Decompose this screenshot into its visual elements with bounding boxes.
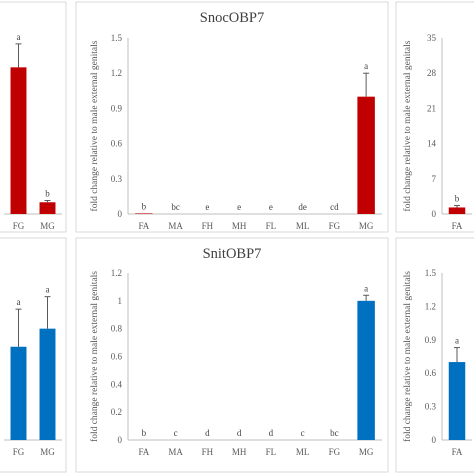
chart-bottom-left-frame (0, 237, 67, 473)
chart-top-left-category-FG: FG (13, 221, 25, 231)
chart-top-middle-category-MH: MH (232, 221, 247, 231)
chart-top-right-frame (395, 1, 474, 233)
chart-bottom-middle-sig-MG: a (364, 283, 368, 293)
chart-bottom-right-ytick-5: 1.5 (425, 268, 437, 278)
chart-bottom-right-category-FA: FA (452, 447, 463, 457)
chart-bottom-middle-ytick-0: 0 (118, 435, 123, 445)
chart-top-right-category-FA: FA (452, 221, 463, 231)
chart-top-middle-category-FA: FA (138, 221, 149, 231)
chart-bottom-middle-frame (75, 237, 389, 473)
chart-top-middle-sig-FL: e (269, 202, 273, 212)
chart-top-middle-category-MA: MA (168, 221, 183, 231)
chart-bottom-left-category-MG: MG (40, 447, 55, 457)
chart-bottom-right-ytick-4: 1.2 (425, 301, 436, 311)
chart-bottom-left-category-FG: FG (13, 447, 25, 457)
chart-bottom-middle-ytick-5: 1 (118, 296, 123, 306)
chart-bottom-middle-title: SnitOBP7 (203, 246, 262, 262)
chart-top-middle-frame (75, 1, 389, 233)
chart-top-middle-category-FH: FH (202, 221, 214, 231)
chart-bottom-middle-sig-FA: b (142, 428, 147, 438)
chart-bottom-right-frame (395, 237, 474, 473)
chart-top-middle-sig-FG: cd (330, 202, 339, 212)
chart-bottom-middle-category-ML: ML (296, 447, 310, 457)
chart-top-right-ytick-0: 0 (432, 209, 437, 219)
chart-bottom-right-bar-FA (448, 362, 466, 440)
chart-top-middle-sig-MH: e (237, 202, 241, 212)
chart-top-middle-ytick-5: 1.5 (111, 33, 123, 43)
chart-top-right-sig-FA: b (455, 193, 460, 203)
chart-bottom-right-sig-FA: a (455, 336, 459, 346)
chart-top-middle-ytick-1: 0.3 (111, 174, 123, 184)
chart-top-middle-ylabel: fold change relative to male external ge… (89, 40, 100, 211)
chart-bottom-middle-sig-FH: d (205, 428, 210, 438)
chart-top-middle-category-MG: MG (359, 221, 374, 231)
chart-bottom-left-sig-FG: a (17, 297, 21, 307)
chart-bottom-middle-ytick-4: 0.8 (111, 324, 123, 334)
chart-top-middle-sig-MG: a (364, 61, 368, 71)
chart-top-right-ytick-4: 28 (427, 68, 437, 78)
chart-top-middle-sig-MA: bc (171, 202, 180, 212)
chart-top-left-sig-FG: a (17, 32, 21, 42)
chart-bottom-middle-sig-FG: bc (330, 428, 339, 438)
chart-top-right-ylabel: fold change relative to male external ge… (402, 40, 413, 211)
chart-top-right-ytick-5: 35 (427, 33, 437, 43)
chart-bottom-middle-sig-MA: c (174, 428, 178, 438)
chart-bottom-middle-ytick-6: 1.2 (111, 268, 122, 278)
chart-top-middle-ytick-4: 1.2 (111, 68, 122, 78)
chart-top-left-sig-MG: b (45, 189, 50, 199)
chart-top-middle-category-ML: ML (296, 221, 310, 231)
chart-top-middle-title: SnocOBP7 (200, 10, 264, 26)
chart-top-left-category-MG: MG (40, 221, 55, 231)
chart-bottom-left-bar-FG (10, 346, 27, 440)
chart-top-middle-ytick-2: 0.6 (111, 139, 123, 149)
chart-bottom-middle-category-FL: FL (266, 447, 277, 457)
chart-top-right-ytick-2: 14 (427, 139, 437, 149)
chart-bottom-middle-sig-MH: d (237, 428, 242, 438)
chart-top-left-bar-FG (10, 67, 27, 214)
chart-bottom-left-sig-MG: a (46, 285, 50, 295)
chart-top-middle-category-FG: FG (329, 221, 341, 231)
chart-top-right-ytick-3: 21 (427, 103, 436, 113)
chart-top-middle-category-FL: FL (266, 221, 277, 231)
chart-bottom-left-bar-MG (39, 328, 56, 440)
chart-top-middle-bar-MG (357, 96, 375, 214)
chart-bottom-middle-category-FH: FH (202, 447, 214, 457)
chart-bottom-right-ytick-3: 0.9 (425, 335, 437, 345)
chart-bottom-middle-category-MG: MG (359, 447, 374, 457)
chart-bottom-middle-category-FG: FG (329, 447, 341, 457)
chart-bottom-middle-sig-FL: d (269, 428, 274, 438)
chart-bottom-right-ytick-0: 0 (432, 435, 437, 445)
chart-bottom-right-ytick-2: 0.6 (425, 368, 437, 378)
chart-bottom-middle-ytick-2: 0.4 (111, 379, 123, 389)
chart-top-left-bar-MG (39, 202, 56, 214)
chart-bottom-middle-ytick-3: 0.6 (111, 352, 123, 362)
chart-bottom-middle-sig-ML: c (301, 428, 305, 438)
chart-bottom-middle-ytick-1: 0.2 (111, 407, 122, 417)
chart-bottom-middle-ylabel: fold change relative to male external ge… (89, 271, 100, 442)
chart-top-right-bar-FA (448, 207, 466, 214)
chart-bottom-middle-category-MA: MA (168, 447, 183, 457)
chart-top-middle-sig-FH: e (205, 202, 209, 212)
chart-top-middle-ytick-0: 0 (118, 209, 123, 219)
chart-top-left-frame (0, 1, 67, 233)
chart-top-right-ytick-1: 7 (432, 174, 437, 184)
chart-top-middle-ytick-3: 0.9 (111, 103, 123, 113)
chart-top-middle-sig-FA: b (142, 201, 147, 211)
chart-bottom-middle-bar-MG (357, 300, 375, 440)
chart-bottom-right-ylabel: fold change relative to male external ge… (402, 271, 413, 442)
chart-bottom-right-ytick-1: 0.3 (425, 402, 437, 412)
chart-top-middle-sig-ML: de (298, 202, 307, 212)
chart-bottom-middle-category-MH: MH (232, 447, 247, 457)
chart-bottom-middle-category-FA: FA (138, 447, 149, 457)
chart-top-middle-bar-FA (135, 213, 153, 214)
